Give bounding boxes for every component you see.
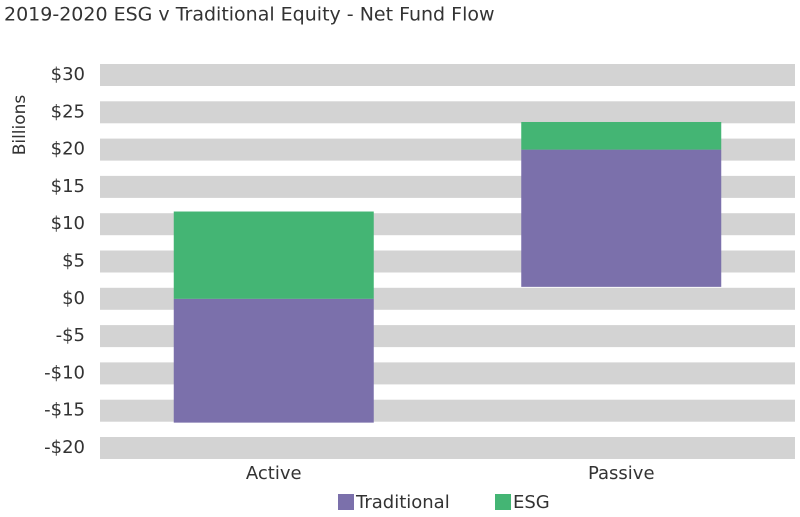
y-tick-label: $10 xyxy=(51,213,85,234)
legend-label: Traditional xyxy=(355,492,450,513)
grid-band xyxy=(100,64,795,86)
y-tick-label: $0 xyxy=(62,288,85,309)
bar-segment xyxy=(173,211,374,299)
x-tick-label: Active xyxy=(246,463,302,484)
legend-swatch xyxy=(338,494,354,510)
grid-band xyxy=(100,101,795,124)
y-tick-label: -$5 xyxy=(56,325,85,346)
y-tick-label: $5 xyxy=(62,251,85,272)
y-axis-label: Billions xyxy=(10,95,30,156)
y-tick-label: $20 xyxy=(51,139,85,160)
y-tick-label: $25 xyxy=(51,101,85,122)
y-tick-label: -$10 xyxy=(44,362,85,383)
legend-swatch xyxy=(495,494,511,510)
legend-label: ESG xyxy=(513,492,550,513)
x-tick-label: Passive xyxy=(588,463,655,484)
grid-band xyxy=(100,437,795,459)
chart-title: 2019-2020 ESG v Traditional Equity - Net… xyxy=(4,4,495,26)
bar-segment xyxy=(173,298,374,423)
bar-segment xyxy=(521,149,722,287)
y-tick-label: -$15 xyxy=(44,400,85,421)
y-tick-label: $15 xyxy=(51,176,85,197)
y-tick-label: -$20 xyxy=(44,437,85,458)
bar-segment xyxy=(521,121,722,150)
y-tick-label: $30 xyxy=(51,64,85,85)
